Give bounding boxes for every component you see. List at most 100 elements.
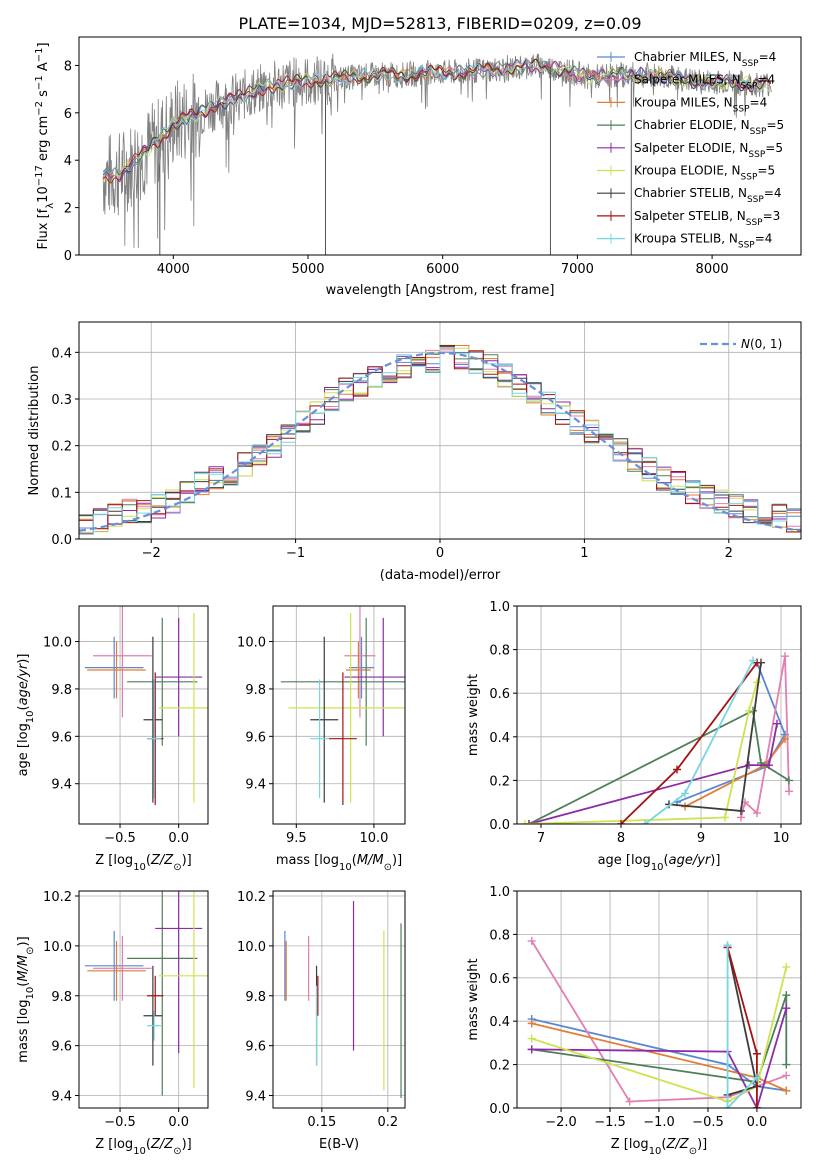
weight-marker-salpeter_miles [782, 1071, 791, 1080]
y-tick-label: 9.4 [245, 778, 266, 793]
x-tick-label: −1 [286, 546, 305, 561]
x-tick-label: −0.5 [692, 1115, 724, 1130]
x-tick-label: 7 [537, 831, 545, 846]
x-tick-label: 0.0 [747, 1115, 768, 1130]
x-tick-label: 10 [773, 831, 790, 846]
error-bars [84, 606, 208, 806]
weight-marker-salpeter_elodie [782, 1004, 791, 1013]
spectrum-lines [102, 53, 772, 255]
weight-marker-kroupa_elodie [753, 678, 761, 687]
weight-line-chabrier_elodie [528, 709, 790, 824]
weight-line-kroupa_stelib [726, 945, 758, 1108]
x-tick-label: 1 [580, 546, 588, 561]
weight-marker-salpeter_miles [781, 652, 789, 661]
y-tick-label: 9.6 [51, 1040, 72, 1055]
weight-line-chabrier_miles [531, 1018, 787, 1092]
weight-marker-salpeter_elodie [765, 761, 773, 770]
histograms [79, 344, 801, 539]
x-tick-label: 0.0 [168, 1115, 189, 1130]
weight-marker-kroupa_stelib [752, 1073, 761, 1082]
axes-frame [78, 321, 802, 540]
weight-line-salpeter_elodie [531, 1007, 788, 1108]
weight-marker-chabrier_elodie [785, 776, 793, 785]
weight-marker-salpeter_stelib [752, 1049, 761, 1058]
y-tick-label: 0.1 [51, 486, 72, 501]
axes-frame [272, 605, 406, 825]
weight-marker-chabrier_elodie [782, 1060, 791, 1069]
weight-line-salpeter_elodie [528, 723, 778, 824]
y-tick-label: 0.4 [51, 346, 72, 361]
weight-marker-kroupa_miles [781, 734, 789, 743]
y-tick-label: 10.0 [43, 636, 72, 651]
y-tick-label: 9.8 [245, 990, 266, 1005]
x-axis-label: wavelength [Angstrom, rest frame] [326, 283, 555, 298]
axes-frame [78, 36, 802, 256]
y-tick-label: 4 [64, 154, 72, 169]
legend-label: Chabrier MILES, NSSP=4 [634, 50, 776, 69]
legend-label: Salpeter STELIB, NSSP=3 [634, 209, 780, 228]
y-tick-label: 0.0 [489, 1102, 510, 1117]
weight-marker-kroupa_stelib [723, 941, 732, 950]
axes-frame [516, 605, 802, 825]
weight-marker-kroupa_elodie [745, 706, 753, 715]
weight-line-kroupa_elodie [524, 682, 758, 824]
y-tick-label: 0 [64, 249, 72, 264]
x-axis-label: mass [log10(M/M⊙)] [276, 853, 402, 873]
legend-label: Salpeter MILES, NSSP=4 [634, 73, 775, 92]
error-bars [284, 900, 402, 1099]
age_vs_Z-panel: −0.5 0.0 9.4 9.6 9.8 10.0 Z [log10(Z/Z⊙)] age [… [16, 605, 209, 873]
y-tick-label: 0.2 [489, 1059, 510, 1074]
y-tick-label: 10.0 [237, 636, 266, 651]
x-tick-label: −0.5 [104, 831, 136, 846]
y-tick-label: 0.4 [489, 1015, 510, 1030]
y-tick-label: 1.0 [489, 600, 510, 615]
y-axis-label: mass weight [466, 674, 481, 756]
weight-marker-kroupa_stelib [681, 789, 689, 798]
x-tick-label: −1.5 [594, 1115, 626, 1130]
weight-marker-salpeter_miles [527, 936, 536, 945]
x-axis-label: E(B-V) [319, 1137, 359, 1152]
figure-title: PLATE=1034, MJD=52813, FIBERID=0209, z=0… [238, 14, 641, 33]
model-spectrum-kroupa_stelib [102, 58, 772, 175]
y-tick-label: 8 [64, 59, 72, 74]
y-axis-label: mass weight [466, 958, 481, 1040]
x-axis-label: Z [log10(Z/Z⊙)] [95, 1137, 192, 1157]
x-tick-label: 6000 [426, 262, 459, 277]
legend-label: N(0, 1) [741, 337, 782, 351]
y-axis-label: mass [log10(M/M⊙)] [16, 936, 36, 1062]
normal-curve [79, 351, 801, 532]
weight-marker-kroupa_elodie [527, 1034, 536, 1043]
weight-marker-kroupa_miles [782, 1086, 791, 1095]
weight-marker-kroupa_stelib [641, 820, 649, 824]
legend-label: Kroupa ELODIE, NSSP=5 [634, 164, 775, 183]
y-tick-label: 9.8 [245, 683, 266, 698]
x-axis-label: Z [log10(Z/Z⊙)] [611, 1137, 708, 1157]
y-tick-label: 9.4 [51, 778, 72, 793]
weight-marker-kroupa_elodie [721, 813, 729, 822]
y-tick-label: 0.2 [489, 774, 510, 789]
y-tick-label: 9.8 [51, 990, 72, 1005]
y-tick-label: 0.0 [489, 818, 510, 833]
weight-marker-salpeter_stelib [673, 765, 681, 774]
y-axis-label: age [log10(age/yr)] [16, 654, 36, 777]
y-tick-label: 10.0 [43, 940, 72, 955]
y-tick-label: 0.4 [489, 731, 510, 746]
y-tick-label: 9.6 [51, 730, 72, 745]
mass_vs_Z-panel: −0.5 0.0 9.4 9.6 9.8 10.0 10.2 Z [log10(Z/Z⊙)] m… [16, 890, 209, 1157]
x-axis-label: Z [log10(Z/Z⊙)] [95, 853, 192, 873]
x-tick-label: −0.5 [104, 1115, 136, 1130]
axes-frame [272, 890, 406, 1109]
y-tick-label: 6 [64, 107, 72, 122]
y-tick-label: 2 [64, 202, 72, 217]
y-tick-label: 9.6 [245, 1040, 266, 1055]
y-tick-label: 0.6 [489, 972, 510, 987]
axes-frame [78, 890, 209, 1109]
y-tick-label: 9.6 [245, 730, 266, 745]
y-tick-label: 10.2 [237, 890, 266, 905]
model-spectrum-salpeter_stelib [102, 58, 772, 184]
data-spectrum [102, 53, 772, 248]
x-tick-label: 8000 [696, 262, 729, 277]
legend-label: Chabrier ELODIE, NSSP=5 [634, 118, 784, 137]
weight_vs_age-panel: 7 8 9 10 0.0 0.2 0.4 0.6 0.8 1.0 age [log10(age/yr… [466, 600, 802, 873]
